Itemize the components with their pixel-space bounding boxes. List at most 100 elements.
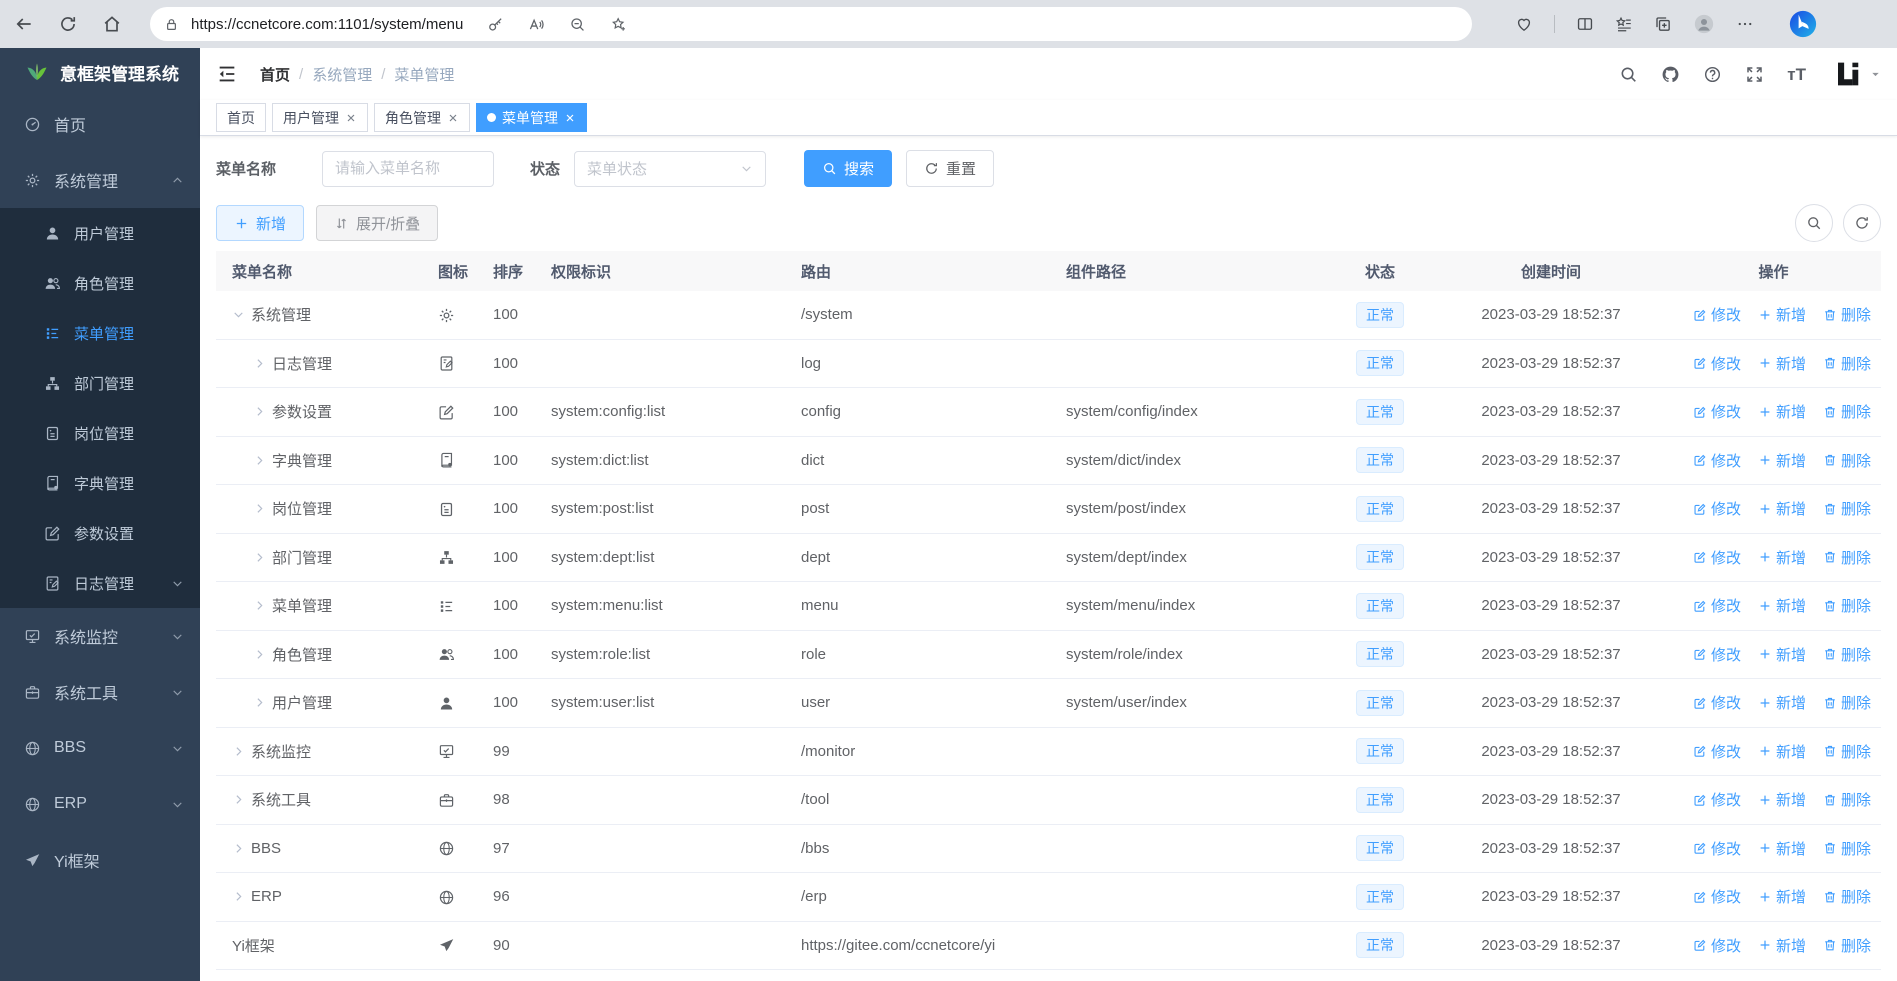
address-bar[interactable]: https://ccnetcore.com:1101/system/menu — [150, 7, 1472, 41]
sidebar-item-monitor[interactable]: 系统监控 — [0, 608, 200, 664]
tree-expand-icon[interactable] — [253, 502, 266, 515]
edit-link[interactable]: 修改 — [1693, 935, 1741, 956]
delete-link[interactable]: 删除 — [1823, 450, 1871, 471]
menu-name-input[interactable] — [322, 150, 494, 187]
header-search-icon[interactable] — [1619, 65, 1638, 84]
delete-link[interactable]: 删除 — [1823, 547, 1871, 568]
add-child-link[interactable]: 新增 — [1758, 886, 1806, 907]
edit-link[interactable]: 修改 — [1693, 450, 1741, 471]
split-screen-icon[interactable] — [1576, 15, 1594, 33]
help-icon[interactable] — [1703, 65, 1722, 84]
delete-link[interactable]: 删除 — [1823, 935, 1871, 956]
sidebar-item-roles[interactable]: 角色管理 — [0, 258, 200, 308]
edit-link[interactable]: 修改 — [1693, 789, 1741, 810]
delete-link[interactable]: 删除 — [1823, 644, 1871, 665]
tree-expand-icon[interactable] — [253, 648, 266, 661]
delete-link[interactable]: 删除 — [1823, 741, 1871, 762]
add-child-link[interactable]: 新增 — [1758, 741, 1806, 762]
delete-link[interactable]: 删除 — [1823, 595, 1871, 616]
sidebar-item-menus[interactable]: 菜单管理 — [0, 308, 200, 358]
add-child-link[interactable]: 新增 — [1758, 547, 1806, 568]
password-key-icon[interactable] — [487, 16, 504, 33]
add-child-link[interactable]: 新增 — [1758, 498, 1806, 519]
edit-link[interactable]: 修改 — [1693, 644, 1741, 665]
browser-back-icon[interactable] — [14, 14, 34, 34]
sidebar-item-departments[interactable]: 部门管理 — [0, 358, 200, 408]
read-aloud-icon[interactable] — [528, 16, 545, 33]
close-icon[interactable] — [447, 112, 459, 124]
delete-link[interactable]: 删除 — [1823, 498, 1871, 519]
edit-link[interactable]: 修改 — [1693, 304, 1741, 325]
add-child-link[interactable]: 新增 — [1758, 838, 1806, 859]
font-size-icon[interactable]: тT — [1787, 64, 1806, 84]
delete-link[interactable]: 删除 — [1823, 886, 1871, 907]
tree-expand-icon[interactable] — [253, 696, 266, 709]
edit-link[interactable]: 修改 — [1693, 886, 1741, 907]
edit-link[interactable]: 修改 — [1693, 401, 1741, 422]
edit-link[interactable]: 修改 — [1693, 547, 1741, 568]
add-child-link[interactable]: 新增 — [1758, 304, 1806, 325]
sidebar-item-yi[interactable]: Yi框架 — [0, 832, 200, 888]
add-child-link[interactable]: 新增 — [1758, 401, 1806, 422]
url-text[interactable]: https://ccnetcore.com:1101/system/menu — [191, 15, 464, 33]
github-icon[interactable] — [1661, 65, 1680, 84]
add-button[interactable]: 新增 — [216, 205, 305, 241]
tab-home[interactable]: 首页 — [216, 103, 266, 132]
add-child-link[interactable]: 新增 — [1758, 935, 1806, 956]
breadcrumb-home[interactable]: 首页 — [260, 66, 291, 84]
tree-expand-icon[interactable] — [253, 357, 266, 370]
fullscreen-icon[interactable] — [1745, 65, 1764, 84]
lock-icon[interactable] — [164, 17, 179, 32]
favorite-star-icon[interactable] — [610, 16, 627, 33]
sidebar-fold-icon[interactable] — [216, 63, 238, 85]
tab-users[interactable]: 用户管理 — [272, 103, 368, 132]
sidebar-item-bbs[interactable]: BBS — [0, 720, 200, 776]
browser-home-icon[interactable] — [102, 14, 122, 34]
zoom-out-icon[interactable] — [569, 16, 586, 33]
delete-link[interactable]: 删除 — [1823, 692, 1871, 713]
sidebar-item-system[interactable]: 系统管理 — [0, 152, 200, 208]
edit-link[interactable]: 修改 — [1693, 741, 1741, 762]
close-icon[interactable] — [564, 112, 576, 124]
favorites-bar-icon[interactable] — [1615, 15, 1633, 33]
tree-collapse-icon[interactable] — [232, 308, 245, 321]
add-child-link[interactable]: 新增 — [1758, 789, 1806, 810]
add-child-link[interactable]: 新增 — [1758, 353, 1806, 374]
tree-expand-icon[interactable] — [232, 890, 245, 903]
add-child-link[interactable]: 新增 — [1758, 692, 1806, 713]
refresh-table-button[interactable] — [1843, 204, 1881, 242]
search-button[interactable]: 搜索 — [804, 150, 893, 187]
sidebar-item-erp[interactable]: ERP — [0, 776, 200, 832]
edit-link[interactable]: 修改 — [1693, 838, 1741, 859]
user-dropdown-caret-icon[interactable] — [1870, 69, 1881, 80]
tree-expand-icon[interactable] — [253, 454, 266, 467]
sidebar-item-posts[interactable]: 岗位管理 — [0, 408, 200, 458]
add-child-link[interactable]: 新增 — [1758, 595, 1806, 616]
collections-icon[interactable] — [1654, 15, 1672, 33]
sidebar-item-home[interactable]: 首页 — [0, 96, 200, 152]
delete-link[interactable]: 删除 — [1823, 353, 1871, 374]
browser-essentials-icon[interactable] — [1515, 15, 1533, 33]
sidebar-item-tools[interactable]: 系统工具 — [0, 664, 200, 720]
edit-link[interactable]: 修改 — [1693, 498, 1741, 519]
tab-menus-active[interactable]: 菜单管理 — [476, 103, 587, 132]
tree-expand-icon[interactable] — [253, 405, 266, 418]
tree-expand-icon[interactable] — [253, 599, 266, 612]
status-select[interactable]: 菜单状态 — [574, 150, 767, 187]
sidebar-item-users[interactable]: 用户管理 — [0, 208, 200, 258]
tree-expand-icon[interactable] — [232, 842, 245, 855]
edit-link[interactable]: 修改 — [1693, 353, 1741, 374]
add-child-link[interactable]: 新增 — [1758, 450, 1806, 471]
tree-expand-icon[interactable] — [253, 551, 266, 564]
sidebar-item-dictionary[interactable]: 字典管理 — [0, 458, 200, 508]
reset-button[interactable]: 重置 — [906, 150, 995, 187]
delete-link[interactable]: 删除 — [1823, 401, 1871, 422]
tree-expand-icon[interactable] — [232, 793, 245, 806]
browser-refresh-icon[interactable] — [58, 14, 78, 34]
tree-expand-icon[interactable] — [232, 745, 245, 758]
bing-chat-icon[interactable] — [1788, 9, 1818, 39]
delete-link[interactable]: 删除 — [1823, 789, 1871, 810]
yi-logo-avatar[interactable] — [1832, 58, 1864, 90]
settings-menu-icon[interactable] — [1736, 15, 1754, 33]
sidebar-item-logs[interactable]: 日志管理 — [0, 558, 200, 608]
